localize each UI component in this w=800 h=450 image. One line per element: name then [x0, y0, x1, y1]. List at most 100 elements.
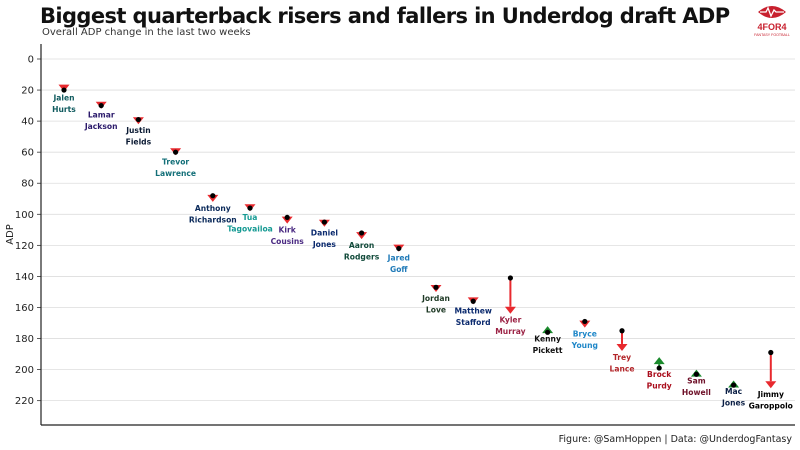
y-tick-label: 180 — [15, 334, 34, 345]
player-label-line: Matthew — [454, 306, 492, 315]
start-point — [284, 214, 290, 221]
player-label: Trevor Lawrence — [155, 157, 196, 178]
player-label-line: Stafford — [456, 318, 491, 327]
logo-tagline: FANTASY FOOTBALL — [754, 33, 790, 37]
chart-title: Biggest quarterback risers and fallers i… — [40, 4, 730, 28]
arrow-head — [542, 326, 554, 334]
arrow-head — [207, 194, 219, 202]
player-arrow — [393, 244, 405, 252]
y-tick-label: 160 — [15, 303, 34, 314]
player-label-line: Howell — [682, 388, 711, 397]
player-label: Jalen Hurts — [52, 94, 76, 115]
player-label-line: Fields — [126, 138, 152, 147]
y-tick-label: 60 — [21, 148, 34, 159]
y-tick-label: 200 — [15, 365, 34, 376]
player-arrow — [170, 148, 182, 156]
player-arrow — [318, 219, 330, 227]
player-arrow — [95, 101, 107, 109]
player-label-line: Richardson — [189, 215, 237, 224]
player-arrow — [579, 318, 591, 328]
y-tick-label: 140 — [15, 272, 34, 283]
start-point — [768, 349, 774, 356]
y-tick-label: 100 — [15, 210, 34, 221]
start-point — [173, 149, 179, 155]
start-point — [210, 193, 216, 199]
player-label-line: Mac — [725, 387, 742, 396]
start-point — [61, 87, 67, 93]
player-label: Trey Lance — [609, 353, 634, 374]
player-arrow — [207, 193, 219, 202]
figure-caption: Figure: @SamHoppen | Data: @UnderdogFant… — [558, 434, 792, 445]
player-label: Kenny Pickett — [533, 334, 563, 355]
start-point — [396, 245, 402, 252]
arrow-head — [616, 343, 628, 351]
player-label-line: Jackson — [84, 122, 118, 131]
player-label-line: Pickett — [533, 346, 563, 355]
player-label-line: Aaron — [349, 241, 374, 250]
player-label: Anthony Richardson — [189, 204, 237, 225]
player-label-line: Justin — [125, 126, 150, 135]
player-label-line: Murray — [495, 327, 525, 336]
player-arrow — [132, 116, 144, 125]
player-label-line: Rodgers — [344, 253, 380, 262]
player-label: Sam Howell — [682, 376, 711, 397]
arrow-head — [653, 357, 665, 365]
player-label-line: Trevor — [162, 157, 189, 166]
player-arrow — [690, 369, 702, 377]
player-arrow — [616, 328, 628, 351]
player-label-line: Daniel — [311, 229, 338, 238]
player-label-line: Hurts — [52, 105, 76, 114]
player-label-line: Jared — [387, 254, 410, 263]
player-arrow — [504, 275, 516, 314]
player-label-line: Goff — [390, 265, 408, 274]
player-label-line: Love — [426, 305, 446, 314]
player-label-line: Lawrence — [155, 169, 196, 178]
player-label: Kyler Murray — [495, 316, 525, 337]
player-label: Lamar Jackson — [84, 111, 118, 132]
start-point — [582, 318, 588, 325]
player-label-line: Kirk — [279, 226, 297, 235]
y-tick-label: 0 — [28, 55, 34, 66]
player-label-line: Jones — [721, 399, 746, 408]
player-arrow — [356, 230, 368, 240]
player-label-line: Young — [571, 341, 598, 350]
y-axis-label: ADP — [5, 224, 16, 245]
player-label-line: Trey — [613, 353, 631, 362]
start-point — [470, 298, 476, 304]
y-tick-label: 220 — [15, 396, 34, 407]
player-label-line: Lance — [609, 364, 634, 373]
player-arrow — [58, 84, 70, 93]
player-label-line: Lamar — [88, 111, 115, 120]
grid-lines — [41, 58, 795, 402]
start-point — [359, 230, 365, 236]
y-tick-label: 20 — [21, 86, 34, 97]
chart-subtitle: Overall ADP change in the last two weeks — [42, 27, 251, 38]
logo-wordmark: 4FOR4 — [757, 22, 786, 32]
player-arrow — [653, 357, 665, 371]
player-label-line: Anthony — [195, 204, 231, 213]
start-point — [321, 219, 327, 225]
start-point — [693, 371, 700, 377]
player-arrow — [728, 380, 740, 388]
player-label: Jimmy Garoppolo — [749, 390, 793, 411]
player-label-line: Jimmy — [757, 390, 784, 399]
arrow-head — [356, 232, 368, 240]
player-arrow — [467, 297, 479, 305]
start-point — [619, 328, 625, 334]
player-label: Mac Jones — [721, 387, 746, 408]
player-labels: Jalen Hurts Lamar Jackson Justin Fields Trevor… — [52, 94, 793, 411]
player-label: Kirk Cousins — [271, 226, 305, 247]
start-point — [247, 205, 253, 211]
player-arrow — [281, 214, 293, 224]
player-label-line: Garoppolo — [749, 402, 793, 411]
arrow-head — [504, 306, 516, 314]
player-label: Jordan Love — [421, 294, 450, 315]
player-label-line: Cousins — [271, 237, 305, 246]
start-point — [98, 102, 104, 109]
player-label: Matthew Stafford — [454, 306, 492, 327]
player-arrow — [765, 349, 777, 389]
player-label-line: Kenny — [534, 334, 561, 343]
y-tick-label: 40 — [21, 117, 34, 128]
player-label: Bryce Young — [571, 330, 598, 351]
start-point — [433, 284, 439, 290]
